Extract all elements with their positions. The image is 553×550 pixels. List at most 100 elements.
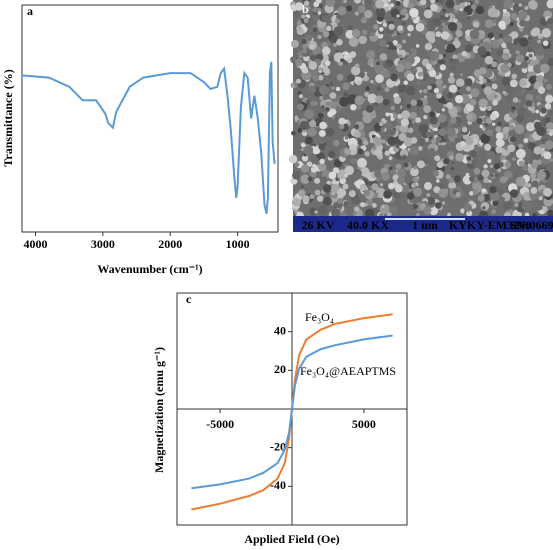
grain — [527, 47, 533, 53]
grain — [455, 78, 465, 87]
grain — [434, 155, 441, 162]
grain — [466, 114, 473, 121]
grain — [439, 64, 446, 71]
grain — [314, 189, 321, 196]
grain — [504, 161, 512, 169]
info-text: 40.0 KX — [347, 218, 389, 232]
grain — [441, 108, 446, 112]
grain — [335, 49, 340, 54]
grain — [413, 165, 417, 170]
grain — [337, 197, 344, 205]
grain — [379, 183, 383, 187]
grain — [434, 202, 442, 209]
grain — [535, 109, 540, 114]
grain — [409, 146, 420, 156]
x-tick-label: 1000 — [226, 237, 250, 251]
grain — [379, 122, 383, 127]
grain — [409, 7, 419, 18]
grain — [459, 73, 464, 77]
grain — [486, 150, 496, 161]
grain — [466, 86, 472, 92]
grain — [475, 5, 485, 15]
grain — [321, 176, 328, 183]
grain — [322, 184, 332, 193]
grain — [435, 31, 442, 38]
grain — [440, 31, 450, 40]
grain — [457, 123, 461, 127]
grain — [353, 130, 361, 138]
grain — [303, 7, 309, 13]
grain — [318, 74, 324, 81]
grain — [314, 210, 318, 214]
grain — [470, 3, 477, 10]
grain — [397, 113, 403, 119]
grain — [438, 188, 448, 198]
grain — [470, 88, 480, 98]
grain — [384, 150, 391, 156]
grain — [327, 111, 334, 118]
grain — [299, 120, 309, 131]
grain — [294, 58, 303, 67]
grain — [542, 206, 548, 212]
grain — [382, 98, 390, 106]
grain — [388, 166, 393, 171]
grain — [454, 37, 459, 42]
grain — [369, 31, 375, 37]
grain — [446, 127, 456, 137]
grain — [482, 193, 491, 202]
grain — [416, 176, 420, 180]
grain — [497, 38, 504, 45]
y-tick-label: -20 — [270, 439, 286, 453]
grain — [396, 14, 400, 18]
grain — [523, 138, 529, 143]
grain — [491, 83, 498, 90]
grain — [302, 195, 310, 203]
grain — [510, 12, 518, 20]
grain — [481, 169, 490, 178]
grain — [375, 95, 384, 104]
grain — [427, 23, 436, 32]
grain — [357, 5, 366, 13]
grain — [385, 44, 389, 48]
grain — [317, 112, 324, 119]
grain — [356, 80, 362, 86]
grain — [544, 78, 548, 83]
grain — [535, 203, 543, 211]
grain — [379, 53, 388, 61]
grain — [296, 103, 304, 111]
series-label: Fe₃O₄ — [305, 310, 334, 324]
grain — [549, 132, 553, 136]
grain — [497, 121, 502, 126]
grain — [535, 94, 542, 101]
grain — [312, 163, 317, 168]
grain — [424, 42, 433, 51]
grain — [366, 50, 376, 60]
grain — [411, 67, 418, 74]
grain — [478, 98, 488, 108]
grain — [390, 117, 395, 121]
grain — [407, 24, 414, 32]
grain — [498, 33, 503, 38]
grain — [454, 95, 464, 104]
grain — [353, 206, 360, 212]
grain — [419, 89, 423, 93]
grain — [528, 53, 533, 58]
frame — [21, 4, 279, 233]
grain — [301, 14, 306, 19]
grain — [447, 76, 456, 84]
grain — [400, 8, 408, 16]
grain — [343, 0, 347, 4]
grain — [531, 55, 537, 61]
grain — [527, 36, 532, 41]
grain — [537, 170, 547, 180]
grain — [373, 136, 383, 147]
grain — [446, 43, 456, 53]
grain — [372, 146, 377, 151]
grain — [416, 80, 421, 85]
grain — [423, 88, 428, 94]
grain — [467, 105, 474, 112]
grain — [533, 121, 542, 130]
grain — [291, 130, 296, 136]
grain — [466, 156, 472, 161]
